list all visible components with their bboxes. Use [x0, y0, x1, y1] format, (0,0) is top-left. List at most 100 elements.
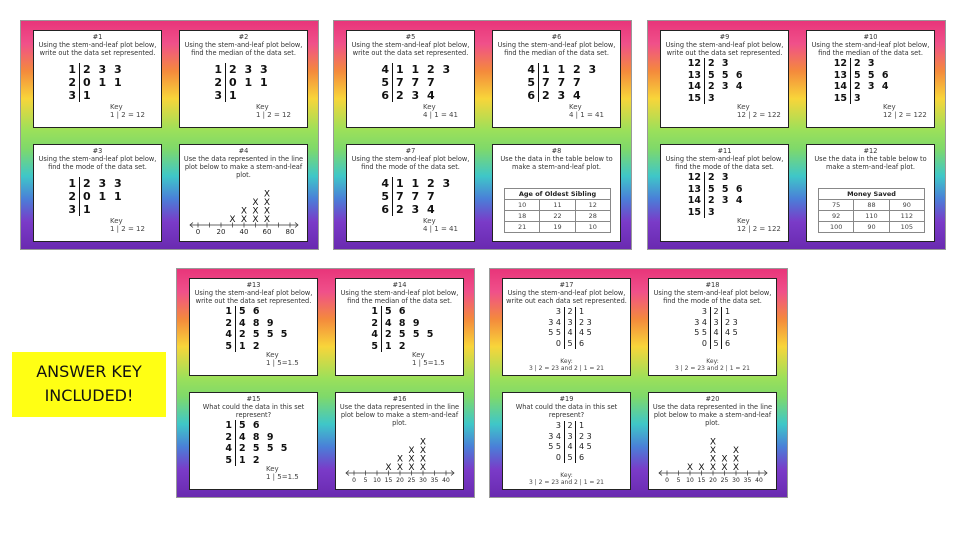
- stem-row: 15 3: [831, 92, 890, 104]
- stem-value: 5: [565, 338, 576, 349]
- right-leaf-values: 4 5: [579, 328, 592, 337]
- stem-value: 4: [216, 329, 236, 341]
- table-row: 92 110 112: [817, 210, 926, 222]
- task-instructions: Using the stem-and-leaf plot below, find…: [184, 41, 303, 57]
- task-card: #18 Using the stem-and-leaf plot below, f…: [648, 278, 777, 376]
- task-instructions: Use the data in the table below to make …: [500, 155, 613, 171]
- task-number: #16: [392, 395, 407, 403]
- stem-value: 3: [60, 203, 80, 216]
- task-card: #4 Use the data represented in the line p…: [179, 144, 308, 242]
- task-instructions: Use the data represented in the line plo…: [183, 155, 304, 179]
- task-card: #19 What could the data in this set repre…: [502, 392, 631, 490]
- task-prompt: #5 Using the stem-and-leaf plot below, wr…: [347, 33, 474, 57]
- table-header-row: Money Saved: [818, 188, 925, 200]
- task-instructions: Using the stem-and-leaf plot below, writ…: [351, 41, 470, 57]
- task-card: #13 Using the stem-and-leaf plot below, w…: [189, 278, 318, 376]
- x-mark: X: [408, 463, 414, 473]
- axis-arrow-icon: [658, 470, 768, 476]
- task-card-sheet-5: #17 Using the stem-and-leaf plot below, w…: [489, 268, 788, 498]
- stem-value: 4: [373, 63, 393, 76]
- left-leaf-values: 5 5: [539, 328, 565, 339]
- stem-value: 5: [216, 340, 236, 352]
- leaf-values: 1 2: [239, 454, 262, 466]
- task-prompt: #20 Use the data represented in the line …: [649, 395, 776, 427]
- plot-key: Key 4 | 1 = 41: [423, 103, 458, 119]
- leaf-values: 7 7 7: [396, 76, 437, 89]
- leaf-values: 2 3: [854, 58, 877, 69]
- x-mark: X: [252, 215, 258, 225]
- answer-key-banner: ANSWER KEY INCLUDED!: [12, 352, 166, 417]
- task-number: #17: [559, 281, 574, 289]
- x-mark: X: [733, 455, 739, 465]
- task-prompt: #4 Use the data represented in the line p…: [180, 147, 307, 179]
- table-row: 18 22 28: [503, 210, 612, 222]
- data-table: Money Saved 75 88 90 92 110 112 100 90 105: [817, 188, 926, 233]
- stem-and-leaf-plot: 12 2 3 13 5 5 6 14 2 3 4 15 3: [831, 58, 890, 104]
- leaf-values: 1: [229, 89, 239, 102]
- task-card-sheet-2: #5 Using the stem-and-leaf plot below, wr…: [333, 20, 632, 250]
- leaf-values: 2 3 4: [708, 81, 745, 92]
- leaf-values: 0 1 1: [83, 190, 124, 203]
- plot-key: Key 4 | 1 = 41: [569, 103, 604, 119]
- task-number: #2: [238, 33, 249, 41]
- stem-value: 3: [206, 89, 226, 102]
- stem-value: 4: [565, 442, 576, 453]
- leaf-values: 2 3 4: [854, 81, 891, 92]
- stem-row: 12 2 3: [685, 172, 744, 184]
- task-instructions: Using the stem-and-leaf plot below, find…: [497, 41, 616, 57]
- stem-value: 4: [519, 63, 539, 76]
- task-card: #9 Using the stem-and-leaf plot below, wr…: [660, 30, 789, 128]
- tick-label: 35: [431, 477, 439, 484]
- task-number: #5: [405, 33, 416, 41]
- stem-value: 13: [831, 69, 851, 81]
- stem-value: 2: [216, 431, 236, 443]
- plot-key: Key 1 | 2 = 12: [256, 103, 291, 119]
- task-prompt: #18 Using the stem-and-leaf plot below, f…: [649, 281, 776, 305]
- left-leaf-values: 3: [685, 307, 711, 318]
- x-mark: X: [733, 463, 739, 473]
- leaf-values: 5 6: [239, 306, 262, 317]
- x-mark: X: [397, 455, 403, 465]
- tick-label: 10: [373, 477, 381, 484]
- table-title: Money Saved: [818, 188, 925, 200]
- leaf-values: 5 6: [385, 306, 408, 317]
- table-cell: 11: [539, 199, 576, 211]
- key-label: Key: [737, 217, 750, 225]
- key-label: Key: [110, 217, 123, 225]
- tick-label: 20: [396, 477, 404, 484]
- task-card: #16 Use the data represented in the line …: [335, 392, 464, 490]
- leaf-values: 1 1 2 3: [396, 63, 453, 76]
- task-card: #15 What could the data in this set repre…: [189, 392, 318, 490]
- x-mark: X: [385, 463, 391, 473]
- stem-value: 3: [565, 317, 576, 328]
- leaf-values: 5 5 6: [708, 69, 745, 81]
- data-table: Age of Oldest Sibling 10 11 12 18 22 28 21 19 10: [503, 188, 612, 233]
- task-instructions: Using the stem-and-leaf plot below, writ…: [665, 41, 784, 57]
- stem-value: 12: [685, 172, 705, 184]
- key-label: Key: [423, 103, 436, 111]
- key-example: 4 | 1 = 41: [423, 111, 458, 119]
- right-leaf-values: 4 5: [579, 442, 592, 451]
- key-example: 1 | 2 = 12: [256, 111, 291, 119]
- leaf-values: 7 7 7: [396, 190, 437, 203]
- task-prompt: #13 Using the stem-and-leaf plot below, w…: [190, 281, 317, 305]
- x-mark: X: [710, 463, 716, 473]
- tick-label: 40: [755, 477, 763, 484]
- stem-and-leaf-plot: 12 2 3 13 5 5 6 14 2 3 4 15 3: [685, 58, 744, 104]
- key-example: 3 | 2 = 23 and 2 | 1 = 21: [529, 365, 604, 372]
- stem-value: 14: [685, 81, 705, 93]
- task-prompt: #14 Using the stem-and-leaf plot below, f…: [336, 281, 463, 305]
- task-prompt: #8 Use the data in the table below to mak…: [493, 147, 620, 171]
- task-instructions: Use the data in the table below to make …: [814, 155, 927, 171]
- task-card: #5 Using the stem-and-leaf plot below, wr…: [346, 30, 475, 128]
